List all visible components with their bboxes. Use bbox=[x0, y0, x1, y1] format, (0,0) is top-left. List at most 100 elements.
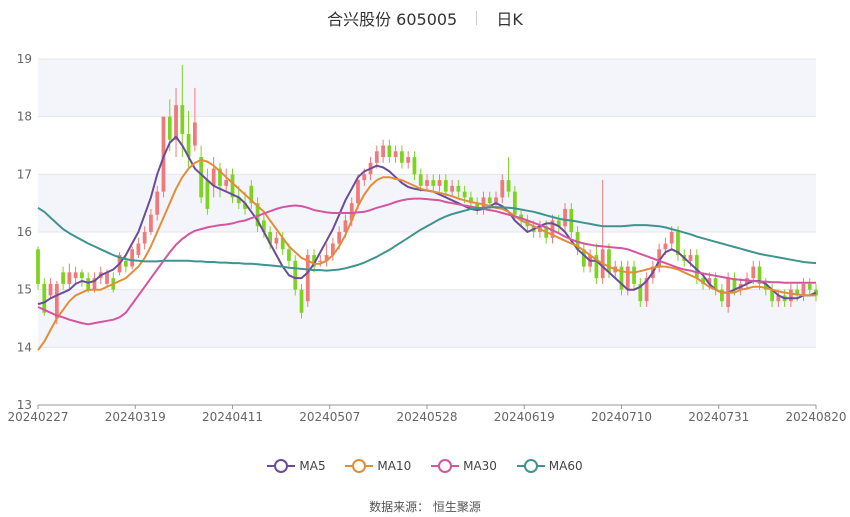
candle-body bbox=[261, 220, 266, 232]
candle-body bbox=[387, 145, 392, 158]
y-tick-label: 15 bbox=[17, 283, 32, 297]
ma-line-ma10 bbox=[37, 158, 816, 351]
candle-body bbox=[512, 191, 517, 215]
legend-marker-ma60 bbox=[516, 459, 545, 473]
candle-body bbox=[73, 272, 78, 279]
candle-body bbox=[205, 180, 210, 209]
legend-item-ma60[interactable]: MA60 bbox=[516, 459, 583, 473]
candle-body bbox=[287, 249, 291, 261]
candle-body bbox=[42, 283, 47, 313]
candle-body bbox=[575, 232, 580, 250]
candle-body bbox=[318, 260, 323, 262]
candle-body bbox=[487, 197, 492, 204]
candle-body bbox=[362, 174, 367, 181]
candle-body bbox=[456, 185, 461, 192]
candle-body bbox=[224, 180, 229, 186]
candle-body bbox=[494, 197, 498, 204]
candle-body bbox=[563, 208, 567, 227]
candle-body bbox=[186, 133, 191, 158]
candle-body bbox=[211, 168, 216, 186]
candle-body bbox=[356, 180, 360, 204]
x-tick-label: 20240820 bbox=[785, 410, 846, 424]
candle-body bbox=[400, 151, 404, 163]
x-tick-label: 20240528 bbox=[396, 410, 457, 424]
candle-body bbox=[36, 249, 40, 284]
candle-body bbox=[86, 278, 91, 290]
x-tick-label: 20240731 bbox=[688, 410, 749, 424]
legend-item-ma5[interactable]: MA5 bbox=[267, 459, 326, 473]
candle-body bbox=[274, 237, 279, 244]
candle-body bbox=[167, 116, 172, 140]
legend-item-ma30[interactable]: MA30 bbox=[431, 459, 497, 473]
candle-body bbox=[293, 260, 298, 290]
candle-body bbox=[669, 232, 674, 244]
candle-body bbox=[789, 289, 793, 302]
candle-body bbox=[418, 174, 423, 186]
y-tick-label: 18 bbox=[17, 110, 32, 124]
candle-body bbox=[305, 255, 310, 302]
ma-line-ma60 bbox=[37, 206, 817, 272]
candle-body bbox=[720, 289, 724, 302]
candle-body bbox=[751, 266, 756, 279]
candle-body bbox=[80, 272, 84, 279]
candle-body bbox=[149, 214, 153, 232]
candle-body bbox=[644, 278, 649, 302]
y-tick-label: 16 bbox=[17, 225, 32, 239]
legend-label-ma60: MA60 bbox=[548, 459, 583, 473]
data-source: 数据来源： 恒生聚源 bbox=[369, 500, 481, 514]
candle-body bbox=[475, 203, 480, 209]
candle-body bbox=[174, 105, 178, 140]
candle-body bbox=[657, 249, 662, 267]
candle-body bbox=[676, 232, 680, 256]
candle-body bbox=[406, 157, 411, 163]
legend-marker-ma10 bbox=[345, 459, 374, 473]
candle-body bbox=[155, 191, 160, 215]
candle-body bbox=[625, 266, 630, 290]
candle-body bbox=[331, 243, 335, 256]
candle-body bbox=[255, 203, 260, 227]
candle-body bbox=[230, 174, 235, 198]
candle-body bbox=[249, 185, 254, 204]
candle-body bbox=[381, 145, 385, 158]
candle-body bbox=[594, 255, 599, 279]
candle-body bbox=[67, 272, 72, 284]
chart-legend: MA5 MA10 MA30 MA60 bbox=[0, 459, 850, 476]
candle-body bbox=[713, 278, 718, 290]
candle-body bbox=[130, 249, 134, 267]
candle-body bbox=[581, 249, 586, 267]
candle-body bbox=[757, 266, 762, 284]
candle-body bbox=[412, 157, 417, 175]
candle-body bbox=[337, 232, 342, 244]
candle-body bbox=[732, 278, 737, 290]
candle-body bbox=[393, 151, 398, 158]
candle-body bbox=[218, 168, 222, 186]
candle-body bbox=[425, 180, 429, 186]
candle-body bbox=[450, 185, 454, 192]
y-tick-label: 19 bbox=[17, 52, 32, 66]
candle-body bbox=[54, 283, 59, 319]
candle-body bbox=[199, 157, 204, 198]
legend-label-ma30: MA30 bbox=[463, 459, 497, 473]
candle-body bbox=[481, 197, 486, 209]
candle-body bbox=[92, 278, 97, 290]
candle-body bbox=[776, 295, 781, 302]
candle-body bbox=[663, 243, 668, 250]
candle-body bbox=[801, 283, 806, 296]
candle-body bbox=[180, 105, 185, 134]
candle-body bbox=[638, 283, 643, 302]
x-tick-label: 20240411 bbox=[202, 410, 263, 424]
grid-band bbox=[38, 289, 816, 348]
chart-title-row: 合兴股份 605005 日K bbox=[0, 6, 850, 30]
candle-body bbox=[123, 260, 128, 267]
period-tab[interactable]: 日K bbox=[496, 10, 523, 29]
candle-body bbox=[462, 191, 467, 198]
grid-band bbox=[38, 59, 816, 117]
candle-body bbox=[701, 278, 705, 284]
legend-item-ma10[interactable]: MA10 bbox=[345, 459, 411, 473]
x-tick-label: 20240619 bbox=[494, 410, 555, 424]
candle-body bbox=[619, 266, 624, 290]
candle-body bbox=[770, 289, 774, 302]
ma-line-ma30 bbox=[37, 197, 816, 326]
candle-body bbox=[795, 289, 800, 296]
